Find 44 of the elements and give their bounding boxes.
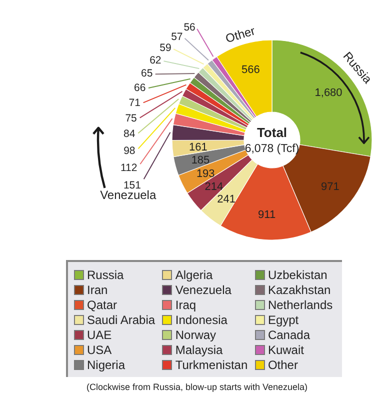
data-label: 84 <box>123 128 136 140</box>
legend-label: Saudi Arabia <box>87 312 156 326</box>
data-label: 112 <box>120 162 138 174</box>
data-label: 62 <box>150 54 162 66</box>
text: Total 6,078 (Tcf) <box>244 125 300 155</box>
data-label: 161 <box>189 141 208 154</box>
legend-label: Qatar <box>87 298 118 312</box>
slice-label: Other <box>224 24 257 46</box>
legend-label: Canada <box>268 328 310 342</box>
data-label: 1,680 <box>314 87 342 100</box>
legend-label: Netherlands <box>268 298 333 312</box>
legend-label: Russia <box>87 268 124 282</box>
legend-label: Uzbekistan <box>268 268 328 282</box>
legend-label: Iran <box>87 282 108 296</box>
legend-label: Norway <box>175 328 216 342</box>
data-label: 214 <box>204 181 224 194</box>
data-label: 566 <box>241 64 260 76</box>
legend-label: Malaysia <box>175 342 223 356</box>
legend-label: Indonesia <box>175 312 228 326</box>
legend-label: USA <box>87 342 112 356</box>
data-label: 66 <box>134 82 146 94</box>
data-label: 185 <box>191 154 210 166</box>
legend-label: Kazakhstan <box>268 282 331 296</box>
data-label: 911 <box>258 208 276 221</box>
legend-label: Turkmenistan <box>175 358 248 372</box>
data-label: 65 <box>141 68 153 80</box>
data-label: 75 <box>125 112 138 124</box>
data-label: 971 <box>320 180 340 193</box>
data-label: 98 <box>124 144 136 157</box>
data-label: 56 <box>184 21 196 34</box>
text: (Clockwise from Russia, blow-up starts with Venezuela) <box>85 382 309 392</box>
data-label: 71 <box>128 96 141 109</box>
legend-label: Kuwait <box>268 342 304 356</box>
data-label: 59 <box>160 42 172 54</box>
data-label: 193 <box>196 168 215 180</box>
legend-label: Algeria <box>175 268 213 282</box>
legend-label: UAE <box>87 328 112 342</box>
legend-label: Nigeria <box>87 358 126 372</box>
legend-label: Other <box>268 358 298 372</box>
data-label: 241 <box>217 193 236 206</box>
legend-label: Venezuela <box>175 282 232 296</box>
legend-label: Iraq <box>175 298 196 312</box>
legend-label: Egypt <box>268 312 299 326</box>
data-label: 57 <box>171 31 183 44</box>
